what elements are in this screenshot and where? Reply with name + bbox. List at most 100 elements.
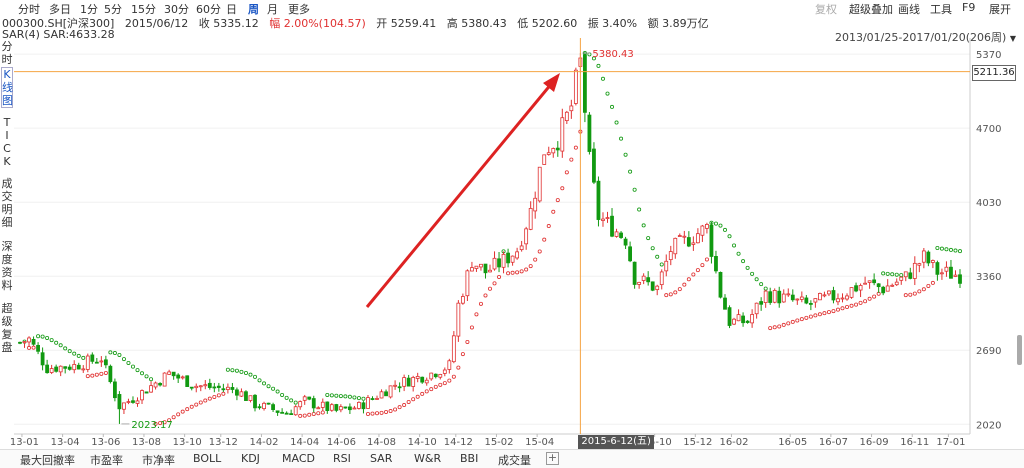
candle-down [632, 261, 637, 285]
sar-dot [298, 413, 303, 418]
candle-down [881, 286, 886, 294]
left-tab-3[interactable]: 成交明细 [1, 177, 13, 229]
sar-dot [691, 272, 696, 277]
timeframe-tab-9[interactable]: 月 [267, 3, 278, 16]
timeframe-tab-3[interactable]: 5分 [104, 3, 122, 16]
indicator-tab-9[interactable]: BBI [460, 452, 479, 465]
timeframe-tab-1[interactable]: 多日 [49, 3, 71, 16]
sar-dot [189, 404, 194, 409]
sar-dot [320, 410, 325, 415]
indicator-tab-7[interactable]: SAR [370, 452, 393, 465]
sar-dot [560, 186, 565, 191]
indicator-tab-8[interactable]: W&R [414, 452, 442, 465]
sar-dot [393, 407, 398, 412]
candle-down [935, 262, 940, 275]
timeframe-tab-10[interactable]: 更多 [288, 3, 310, 16]
sar-dot [31, 345, 36, 350]
sar-dot [628, 169, 633, 174]
candle-up [415, 376, 420, 379]
vertical-scrollbar[interactable] [1017, 335, 1022, 365]
sar-dot [727, 234, 732, 239]
quote-info-line: 000300.SH[沪深300] 2015/06/12 收 5335.12 幅 … [2, 15, 716, 30]
sar-dot [194, 402, 199, 407]
sar-dot [379, 410, 384, 415]
left-tab-4[interactable]: 深度资料 [1, 240, 13, 292]
candle-up [488, 269, 492, 273]
timeframe-tab-5[interactable]: 30分 [164, 3, 189, 16]
timeframe-tab-8[interactable]: 周 [248, 3, 259, 16]
indicator-tab-3[interactable]: BOLL [193, 452, 222, 465]
sar-dot [361, 396, 366, 401]
timeframe-tab-4[interactable]: 15分 [131, 3, 156, 16]
overlay-button[interactable]: 超级叠加 [849, 3, 893, 16]
candle-down [36, 344, 40, 352]
sar-dot [307, 412, 312, 417]
candle-up [149, 385, 153, 393]
candle-up [569, 105, 574, 112]
sar-dot [356, 396, 361, 401]
sar-dot [58, 343, 63, 348]
candle-up [912, 262, 917, 279]
timeframe-bar: 分时 多日 1分 5分 15分 30分 60分日周月更多 复权 超级叠加 画线 工具 F9 … [0, 0, 1024, 16]
add-indicator-button[interactable]: + [546, 451, 559, 465]
sar-dot [257, 378, 262, 383]
candle-down [325, 401, 330, 411]
trend-arrow-head [543, 73, 560, 92]
indicator-tab-1[interactable]: 市盈率 [90, 454, 123, 467]
timeframe-tab-2[interactable]: 1分 [80, 3, 98, 16]
candle-up [194, 385, 199, 389]
sar-dot [99, 371, 104, 376]
x-tick-label: 17-01 [936, 437, 965, 448]
left-tab-5[interactable]: 超级复盘 [1, 302, 13, 354]
kline-chart[interactable]: 2020 2690 3360 4030 4700 5370 13-01 13-04 13-06 1… [0, 0, 1024, 449]
sar-dot [108, 350, 113, 355]
tools-button[interactable]: 工具 [930, 3, 952, 16]
candle-down [253, 394, 257, 409]
candle-down [596, 180, 601, 220]
candle-up [140, 390, 144, 401]
candle-up [605, 217, 610, 219]
indicator-tab-4[interactable]: KDJ [241, 452, 260, 465]
candle-up [772, 290, 777, 303]
indicator-tab-10[interactable]: 成交量 [498, 454, 531, 467]
candle-down [872, 279, 877, 284]
sar-dot [510, 270, 515, 275]
timeframe-tab-7[interactable]: 日 [226, 3, 237, 16]
draw-line-button[interactable]: 画线 [898, 3, 920, 16]
sar-dot [555, 198, 560, 203]
candle-down [650, 281, 655, 291]
sar-dot [786, 321, 791, 326]
candle-up [456, 302, 461, 337]
candle-down [610, 215, 614, 237]
indicator-tab-2[interactable]: 市净率 [142, 454, 175, 467]
indicator-tab-5[interactable]: MACD [282, 452, 315, 465]
candle-up [135, 400, 140, 404]
f9-button[interactable]: F9 [962, 1, 976, 14]
indicator-tab-0[interactable]: 最大回撤率 [20, 454, 75, 467]
candle-up [664, 260, 669, 272]
sar-dot [185, 407, 190, 412]
candle-up [528, 208, 533, 230]
sar-dot [732, 243, 737, 248]
date-range-selector[interactable]: 2013/01/25-2017/01/20(206周) ▼ [835, 29, 1016, 45]
sar-dot [234, 368, 239, 373]
expand-button[interactable]: 展开 [989, 3, 1011, 16]
sar-dot [492, 281, 497, 286]
indicator-tab-6[interactable]: RSI [333, 452, 351, 465]
restore-button[interactable]: 复权 [815, 3, 837, 16]
sar-dot [442, 381, 447, 386]
sar-dot [316, 411, 321, 416]
candle-up [533, 197, 538, 212]
candle-down [289, 413, 294, 416]
sar-dot [81, 355, 86, 360]
timeframe-tab-0[interactable]: 分时 [18, 3, 40, 16]
sar-dot [130, 364, 135, 369]
candle-up [560, 117, 565, 152]
timeframe-tab-6[interactable]: 60分 [196, 3, 221, 16]
candle-up [352, 407, 357, 410]
sar-dot [76, 353, 81, 358]
candle-up [890, 284, 895, 287]
candle-down [555, 147, 560, 151]
